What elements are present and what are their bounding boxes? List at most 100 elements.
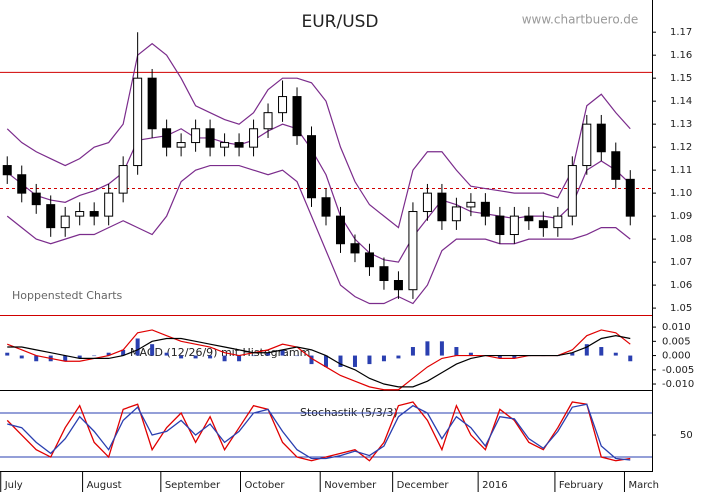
x-tick-label: November [324, 480, 377, 491]
candle-body [422, 192, 432, 213]
candle-body [118, 165, 128, 194]
candle-body [321, 197, 331, 217]
histogram-bar [599, 347, 604, 356]
y-tick-label: -0.005 [662, 365, 694, 376]
candle-body [46, 204, 56, 229]
candle-body [625, 178, 635, 217]
histogram-bar [309, 355, 314, 365]
candle-body [567, 165, 577, 217]
histogram-bar [497, 355, 502, 359]
histogram-bar [208, 355, 213, 359]
candle-body [307, 135, 317, 199]
histogram-bar [352, 355, 357, 367]
x-tick-label: October [245, 480, 286, 491]
bollinger-band [6, 42, 631, 229]
y-tick-label: 1.12 [670, 142, 692, 153]
y-tick-label: 1.05 [670, 303, 692, 314]
credit: Hoppenstedt Charts [12, 289, 123, 302]
histogram-bar [338, 355, 343, 367]
y-tick-label: 1.16 [670, 50, 692, 61]
histogram-bar [396, 355, 401, 359]
candle-body [191, 128, 201, 144]
histogram-bar [193, 355, 198, 359]
histogram-bar [570, 352, 575, 356]
candle-body [596, 123, 606, 153]
histogram-bar [106, 352, 111, 356]
histogram-bar [454, 347, 459, 356]
signal-line [7, 335, 631, 388]
histogram-bar [468, 352, 473, 356]
histogram-bar [77, 355, 82, 359]
candle-body [393, 280, 403, 291]
candle-body [509, 215, 519, 236]
histogram-bar [164, 352, 169, 356]
x-tick-label: March [628, 480, 658, 491]
histogram-bar [410, 347, 415, 356]
y-tick-label: 1.09 [670, 211, 692, 222]
y-tick-label: -0.010 [662, 379, 694, 390]
candle-body [31, 192, 41, 206]
x-tick-label: December [397, 480, 450, 491]
candle-body [582, 123, 592, 167]
y-tick-label: 1.17 [670, 27, 692, 38]
y-tick-label: 1.10 [670, 188, 692, 199]
candle-body [263, 112, 273, 130]
candle-body [350, 243, 360, 254]
histogram-bar [613, 352, 618, 356]
histogram-bar [367, 355, 372, 365]
histogram-bar [150, 344, 155, 356]
y-tick-label: 1.14 [670, 96, 692, 107]
y-tick-label: 0.000 [662, 351, 691, 362]
histogram-bar [584, 344, 589, 356]
histogram-bar [295, 355, 300, 357]
histogram-bar [5, 352, 10, 356]
chart-title: EUR/USD [301, 12, 378, 32]
candle-body [104, 192, 114, 217]
candle-body [466, 201, 476, 208]
y-tick-label: 1.07 [670, 257, 692, 268]
candle-body [364, 252, 374, 268]
candle-body [89, 211, 99, 217]
macd-label: MACD (12/26/9) mit Histogramm [130, 346, 310, 359]
candle-body [17, 174, 27, 194]
candle-body [480, 201, 490, 217]
candle-body [278, 96, 288, 114]
y-tick-label: 0.005 [662, 336, 691, 347]
y-tick-label: 1.06 [670, 280, 692, 291]
candle-body [234, 142, 244, 148]
candle-body [408, 211, 418, 291]
stochastic-d [7, 403, 631, 461]
histogram-bar [92, 355, 97, 357]
y-tick-label: 1.11 [670, 165, 692, 176]
candle-body [538, 220, 548, 229]
histogram-bar [19, 355, 24, 359]
histogram-bar [439, 341, 444, 356]
candle-body [133, 77, 143, 167]
candle-body [2, 165, 12, 176]
x-tick-label: July [4, 480, 23, 491]
candle-body [292, 96, 302, 137]
candle-body [611, 151, 621, 180]
x-tick-label: August [87, 480, 122, 491]
candle-body [205, 128, 215, 148]
x-tick-label: February [559, 480, 603, 491]
histogram-bar [425, 341, 430, 356]
histogram-bar [512, 355, 517, 359]
candle-body [75, 211, 85, 217]
bollinger-band [6, 164, 631, 305]
y-tick-label: 1.15 [670, 73, 692, 84]
candle-body [553, 215, 563, 229]
histogram-bar [280, 349, 285, 356]
stochastic-label: Stochastik (5/3/3) [300, 406, 398, 419]
candle-body [176, 142, 186, 148]
histogram-bar [121, 349, 126, 356]
candle-body [451, 206, 461, 222]
candle-body [147, 77, 157, 130]
candle-body [335, 215, 345, 245]
candle-body [220, 142, 230, 148]
y-tick-label: 1.13 [670, 119, 692, 130]
y-tick-label: 50 [680, 430, 693, 441]
histogram-bar [222, 355, 227, 362]
candle-body [495, 215, 505, 236]
